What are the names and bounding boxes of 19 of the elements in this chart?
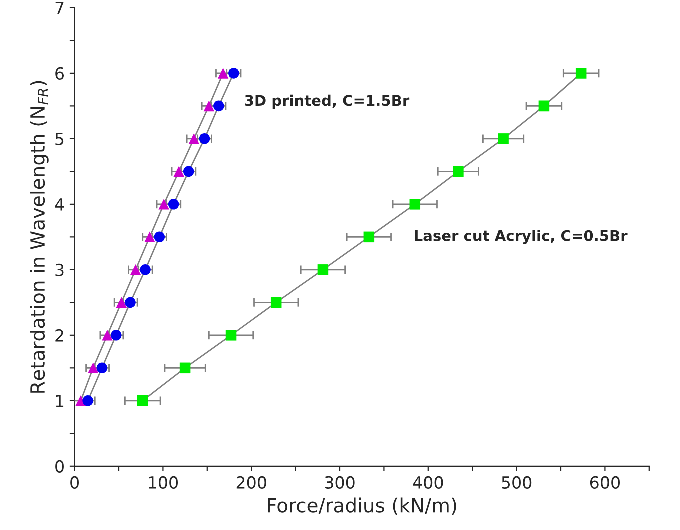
y-tick-label: 0 [56,460,64,473]
x-tick-label: 400 [413,476,444,490]
x-tick-label: 200 [236,476,266,490]
y-tick-label: 5 [56,133,64,146]
annotation: 3D printed, C=1.5Br [245,94,410,109]
annotation: Laser cut Acrylic, C=0.5Br [415,230,628,244]
x-tick-label: 100 [149,476,178,490]
y-tick-label: 4 [55,198,64,211]
y-tick-label: 2 [56,329,64,342]
y-tick-label: 3 [56,264,64,276]
y-axis-title: Retardation in Wavelength (N$_{FR}$) [30,81,49,393]
x-tick-label: 0 [70,476,79,490]
y-tick-label: 7 [56,2,64,14]
x-tick-label: 500 [502,476,532,490]
x-axis-title: Force/radius (kN/m) [268,498,456,516]
x-tick-label: 300 [325,476,355,490]
y-tick-label: 6 [56,67,64,80]
y-tick-label: 1 [56,395,64,408]
x-tick-label: 600 [590,476,620,490]
